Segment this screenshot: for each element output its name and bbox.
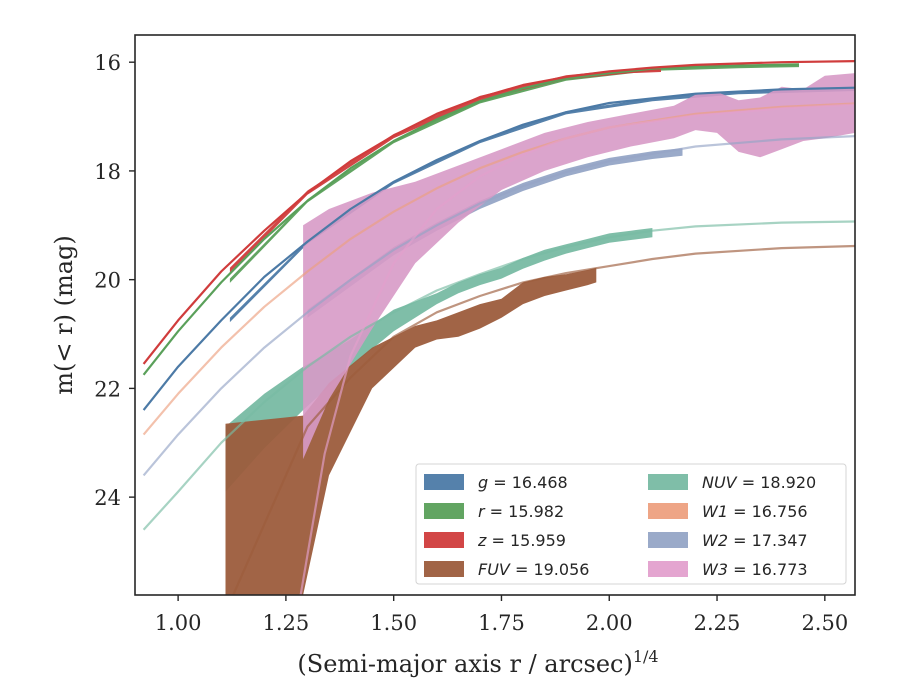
- x-tick-label: 1.00: [155, 611, 202, 635]
- legend-label-g: g = 16.468: [478, 473, 568, 492]
- model-curves: [142, 60, 855, 595]
- legend-value: = 16.468: [488, 473, 568, 492]
- x-tick-label: 2.00: [586, 611, 633, 635]
- legend-symbol: g: [478, 473, 488, 492]
- legend-frame: [415, 463, 847, 585]
- legend-label-r: r = 15.982: [478, 502, 564, 521]
- legend-label-W3: W3 = 16.773: [702, 560, 808, 579]
- legend-label-NUV: NUV = 18.920: [702, 473, 816, 492]
- plot-frame: [134, 34, 856, 596]
- y-axis-ticks: 16 18 20 22 24: [94, 51, 135, 510]
- legend-swatch-FUV: [424, 561, 464, 577]
- x-tick-label: 1.25: [263, 611, 310, 635]
- g-model-curve: [142, 86, 855, 411]
- x-tick-label: 2.50: [801, 611, 848, 635]
- legend-symbol: W3: [702, 560, 728, 579]
- y-tick-label: 22: [94, 377, 121, 401]
- legend-value: = 19.056: [510, 560, 590, 579]
- legend-symbol: r: [478, 502, 486, 521]
- FUV-profile-band: [225, 267, 597, 595]
- legend-value: = 16.773: [728, 560, 808, 579]
- legend-value: = 16.756: [728, 502, 808, 521]
- x-axis-label-text: (Semi-major axis r / arcsec): [297, 650, 632, 678]
- legend-label-z: z = 15.959: [477, 531, 566, 550]
- legend-swatch-g: [424, 474, 464, 490]
- legend-swatch-z: [424, 532, 464, 548]
- legend-symbol: z: [477, 531, 487, 550]
- FUV-model-curve: [231, 244, 855, 595]
- legend-swatch-W3: [648, 561, 688, 577]
- legend-value: = 15.982: [485, 502, 565, 521]
- x-axis-label: (Semi-major axis r / arcsec)1/4: [297, 647, 658, 678]
- W2-model-curve: [142, 135, 855, 477]
- x-tick-label: 1.75: [478, 611, 525, 635]
- y-axis-label: m(< r) (mag): [50, 235, 78, 394]
- y-tick-label: 24: [94, 486, 121, 510]
- legend-label-W1: W1 = 16.756: [702, 502, 808, 521]
- W1-model-curve: [142, 102, 855, 436]
- legend-swatch-NUV: [648, 474, 688, 490]
- legend-symbol: W1: [702, 502, 728, 521]
- W3-profile-band: [303, 73, 855, 460]
- legend-swatch-W2: [648, 532, 688, 548]
- NUV-model-curve: [142, 220, 855, 531]
- profile-bands: [225, 63, 855, 595]
- r-model-curve: [142, 63, 800, 376]
- z-model-curve: [142, 60, 855, 365]
- legend-symbol: FUV: [478, 560, 511, 579]
- y-tick-label: 16: [94, 51, 121, 75]
- legend-label-FUV: FUV = 19.056: [478, 560, 589, 579]
- x-axis-label-exponent: 1/4: [633, 647, 659, 666]
- y-tick-label: 20: [94, 269, 121, 293]
- legend-swatch-W1: [648, 503, 688, 519]
- legend-symbol: W2: [702, 531, 728, 550]
- legend-value: = 15.959: [486, 531, 566, 550]
- legend-symbol: NUV: [702, 473, 738, 492]
- x-axis-ticks: 1.00 1.25 1.50 1.75 2.00 2.25 2.50: [155, 595, 848, 635]
- W3-model-curve: [299, 103, 855, 595]
- legend-label-W2: W2 = 17.347: [702, 531, 808, 550]
- x-tick-label: 1.50: [370, 611, 417, 635]
- x-tick-label: 2.25: [694, 611, 741, 635]
- legend-value: = 18.920: [737, 473, 817, 492]
- legend-value: = 17.347: [728, 531, 808, 550]
- legend-swatch-r: [424, 503, 464, 519]
- y-tick-label: 18: [94, 160, 121, 184]
